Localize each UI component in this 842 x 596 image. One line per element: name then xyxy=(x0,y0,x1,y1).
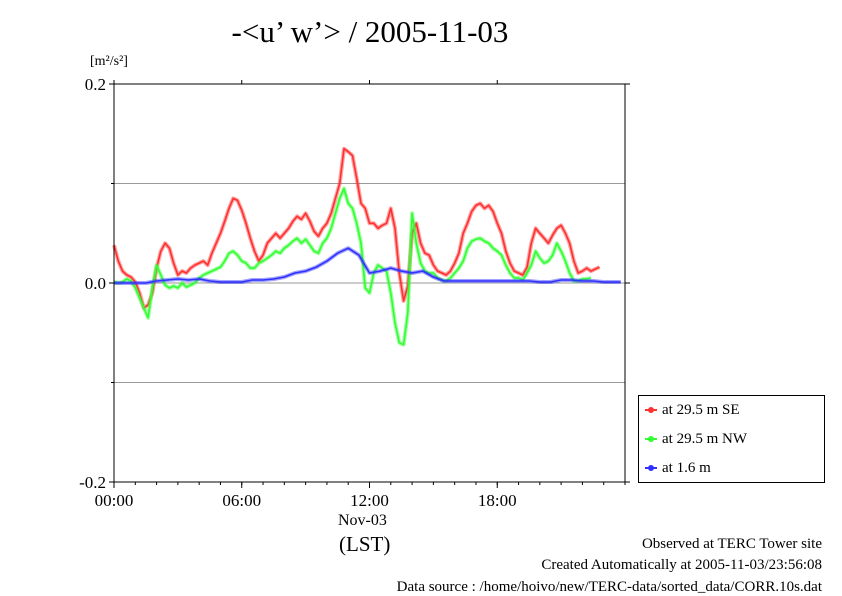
x-tick-label: 12:00 xyxy=(350,491,389,510)
footer-observed-at: Observed at TERC Tower site xyxy=(641,536,822,552)
tick-layer: 0.2 0.0 -0.200:00 06:00 12:00 18:00 xyxy=(79,75,630,510)
series-line xyxy=(113,147,600,309)
footer-data-source: Data source : /home/hoivo/new/TERC-data/… xyxy=(396,579,822,595)
legend-label-se: at 29.5 m SE xyxy=(662,402,740,418)
x-tick-label: 18:00 xyxy=(478,491,517,510)
legend-item-se: at 29.5 m SE xyxy=(645,400,740,420)
series-line xyxy=(114,247,621,284)
y-tick-label: -0.2 xyxy=(79,473,106,492)
chart-title: -<u’ w’> / 2005-11-03 xyxy=(231,14,509,49)
series-line-halo xyxy=(113,186,592,347)
x-tick-label: 06:00 xyxy=(222,491,261,510)
footer-created-at: Created Automatically at 2005-11-03/23:5… xyxy=(541,557,822,573)
legend-swatch-se xyxy=(645,406,657,413)
legend-item-nw: at 29.5 m NW xyxy=(645,429,747,449)
legend: at 29.5 m SE at 29.5 m NW at 1.6 m xyxy=(638,395,825,483)
legend-item-1-6m: at 1.6 m xyxy=(645,458,711,478)
legend-label-nw: at 29.5 m NW xyxy=(662,431,747,447)
x-tick-label: 00:00 xyxy=(95,491,134,510)
series-line-halo xyxy=(114,246,621,285)
y-axis-unit-label: [m²/s²] xyxy=(90,54,128,69)
legend-label-1-6m: at 1.6 m xyxy=(662,460,711,476)
series-line xyxy=(113,187,592,346)
legend-swatch-1-6m xyxy=(645,464,657,471)
series-layer xyxy=(112,146,621,347)
x-axis-title: (LST) xyxy=(339,532,391,556)
y-tick-label: 0.2 xyxy=(85,75,106,94)
x-axis-date-label: Nov-03 xyxy=(338,512,387,529)
legend-swatch-nw xyxy=(645,435,657,442)
grid-layer xyxy=(114,183,625,383)
y-tick-label: 0.0 xyxy=(85,274,106,293)
